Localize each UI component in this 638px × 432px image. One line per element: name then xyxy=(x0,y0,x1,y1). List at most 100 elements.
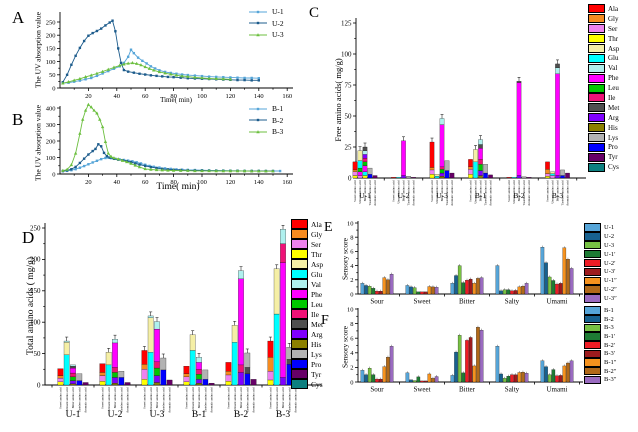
svg-text:Sweet amino acid: Sweet amino acid xyxy=(58,387,62,409)
svg-text:Aromatic amino acid: Aromatic amino acid xyxy=(252,387,256,413)
legend-swatch-icon xyxy=(584,314,601,324)
svg-text:Sweet amino acid: Sweet amino acid xyxy=(507,180,511,202)
panel-f-legend: B-1 B-2 B-3 B-1′ B-2′ B-3′ B-1″ B-2″ B-3″ xyxy=(584,306,616,385)
legend-swatch-icon xyxy=(291,379,308,389)
svg-text:Aromatic amino acid: Aromatic amino acid xyxy=(126,387,130,413)
svg-text:Umami amino acid: Umami amino acid xyxy=(396,180,400,203)
legend-item-Ala: Ala xyxy=(291,219,323,229)
svg-text:Sweet amino acid: Sweet amino acid xyxy=(268,387,272,409)
svg-text:Umami amino acid: Umami amino acid xyxy=(473,180,477,203)
svg-text:Tasteless amino acid: Tasteless amino acid xyxy=(560,180,564,205)
svg-text:Sweet: Sweet xyxy=(413,298,430,306)
series-B-2″ xyxy=(386,325,570,383)
legend-item-Leu: Leu xyxy=(291,299,323,309)
svg-text:200: 200 xyxy=(30,256,41,264)
legend-swatch-icon xyxy=(588,73,605,83)
panel-b-legend: B-1 B-2 B-3 xyxy=(249,103,283,138)
legend-item-Gly: Gly xyxy=(291,229,323,239)
svg-text:Bitter amino acid: Bitter amino acid xyxy=(440,180,444,201)
legend-swatch-icon xyxy=(588,103,605,113)
legend-swatch-icon xyxy=(291,299,308,309)
bar-group-B-2: Sweet amino acid Umami amino acid Bitter a… xyxy=(225,266,257,420)
svg-text:100: 100 xyxy=(341,50,352,58)
panel-f-grouped-bar-chart: 0 2 4 6 8 10 Sour Sweet Bitter Salty Umami xyxy=(347,306,583,394)
svg-text:Sweet amino acid: Sweet amino acid xyxy=(226,387,230,409)
legend-swatch-icon xyxy=(291,229,308,239)
svg-text:Sweet: Sweet xyxy=(413,386,430,394)
legend-item-Asp: Asp xyxy=(291,259,323,269)
legend-swatch-icon xyxy=(291,319,308,329)
svg-text:2: 2 xyxy=(350,365,353,372)
legend-item-Gly: Gly xyxy=(588,14,619,24)
legend-swatch-icon xyxy=(291,369,308,379)
series-U-1″ xyxy=(382,246,567,295)
svg-text:Tasteless amino acid: Tasteless amino acid xyxy=(203,387,207,412)
svg-text:Tasteless amino acid: Tasteless amino acid xyxy=(445,180,449,205)
svg-text:B-2: B-2 xyxy=(234,410,249,420)
svg-text:Sweet amino acid: Sweet amino acid xyxy=(100,387,104,409)
legend-item-U-1: U-1 xyxy=(584,223,617,232)
svg-text:50: 50 xyxy=(345,112,353,120)
series-B-2 xyxy=(364,350,548,383)
legend-swatch-icon xyxy=(584,223,601,232)
svg-text:Aromatic amino acid: Aromatic amino acid xyxy=(294,387,298,413)
svg-text:Aromatic amino acid: Aromatic amino acid xyxy=(373,180,377,206)
legend-item-U-3″: U-3″ xyxy=(584,294,617,303)
legend-swatch-icon xyxy=(588,53,605,63)
svg-text:U-3: U-3 xyxy=(150,410,165,420)
legend-swatch-icon xyxy=(291,289,308,299)
svg-text:Aromatic amino acid: Aromatic amino acid xyxy=(84,387,88,413)
series-B-3′ xyxy=(378,335,563,383)
svg-text:Sweet amino acid: Sweet amino acid xyxy=(353,180,357,202)
legend-item-Glu: Glu xyxy=(588,53,619,63)
legend-item-B-1: B-1 xyxy=(584,306,616,315)
series-B-1′ xyxy=(371,368,556,383)
svg-text:8: 8 xyxy=(350,321,353,328)
legend-swatch-icon xyxy=(588,44,605,53)
svg-text:20: 20 xyxy=(85,179,92,186)
svg-text:Sweet amino acid: Sweet amino acid xyxy=(430,180,434,202)
legend-marker-icon xyxy=(249,10,267,13)
legend-item-U-1′: U-1′ xyxy=(584,249,617,259)
svg-text:Bitter amino acid: Bitter amino acid xyxy=(401,180,405,201)
svg-text:4: 4 xyxy=(350,263,354,270)
legend-swatch-icon xyxy=(588,152,605,162)
legend-item-Asp: Asp xyxy=(588,44,619,54)
svg-text:160: 160 xyxy=(282,179,292,186)
svg-text:200: 200 xyxy=(46,33,56,40)
panel-label-e: E xyxy=(324,220,333,235)
svg-text:Tasteless amino acid: Tasteless amino acid xyxy=(287,387,291,412)
bar-group-U-3: Sweet amino acid Umami amino acid Bitter a… xyxy=(429,114,455,206)
legend-swatch-icon xyxy=(588,63,605,73)
svg-text:100: 100 xyxy=(197,179,207,186)
legend-item-Tyr: Tyr xyxy=(588,152,619,162)
svg-text:10: 10 xyxy=(347,220,354,227)
svg-text:125: 125 xyxy=(341,19,352,27)
svg-text:100: 100 xyxy=(30,319,41,327)
panel-a-legend: U-1 U-2 U-3 xyxy=(249,6,284,41)
series-B-1 xyxy=(360,344,545,383)
svg-text:Bitter amino acid: Bitter amino acid xyxy=(71,387,75,408)
svg-text:Bitter amino acid: Bitter amino acid xyxy=(155,387,159,408)
bar-group-U-1: Sweet amino acid Umami amino acid Bitter a… xyxy=(57,336,89,420)
svg-text:Tasteless amino acid: Tasteless amino acid xyxy=(77,387,81,412)
bar-group-B-3: Sweet amino acid Umami amino acid Bitter a… xyxy=(545,59,570,206)
panel-b-line-chart: 0 100 200 300 400 20 40 60 80 100 120 140 160 xyxy=(46,102,293,186)
series-U-1 xyxy=(360,245,545,295)
legend-item-Glu: Glu xyxy=(291,269,323,279)
svg-text:U-3: U-3 xyxy=(436,191,448,200)
legend-swatch-icon xyxy=(584,349,601,358)
svg-text:80: 80 xyxy=(170,93,177,100)
legend-swatch-icon xyxy=(291,239,308,249)
legend-swatch-icon xyxy=(584,267,601,277)
svg-text:6: 6 xyxy=(350,336,354,343)
legend-swatch-icon xyxy=(588,123,605,133)
svg-text:120: 120 xyxy=(226,93,236,100)
panel-d-legend: Ala Gly Ser Thr Asp Glu Val Phe Leu Ile Met Arg His L… xyxy=(291,219,323,389)
svg-text:Aromatic amino acid: Aromatic amino acid xyxy=(527,180,531,206)
legend-swatch-icon xyxy=(291,219,308,229)
svg-text:0: 0 xyxy=(350,379,353,386)
series-B-2 xyxy=(61,143,275,173)
legend-swatch-icon xyxy=(584,285,601,294)
svg-text:U-1: U-1 xyxy=(359,191,371,200)
